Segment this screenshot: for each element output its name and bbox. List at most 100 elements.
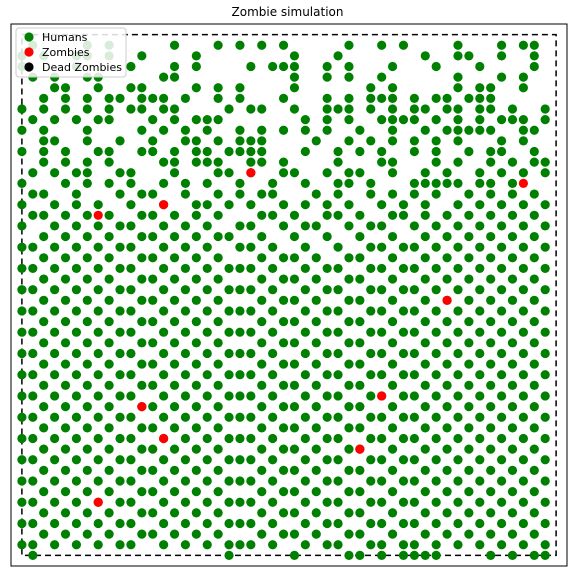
humans-point [344, 274, 354, 284]
humans-point [486, 423, 496, 433]
humans-point [278, 157, 289, 167]
humans-point [137, 125, 147, 135]
humans-point [486, 295, 496, 305]
humans-point [464, 274, 474, 284]
humans-point [235, 348, 245, 359]
humans-point [366, 476, 376, 486]
humans-point [322, 370, 332, 380]
humans-point [431, 285, 441, 295]
humans-point [224, 146, 234, 157]
humans-point [311, 508, 321, 518]
humans-point [507, 487, 518, 497]
humans-point [180, 348, 191, 359]
humans-point [28, 550, 38, 560]
humans-point [387, 359, 398, 369]
humans-point [213, 401, 223, 412]
humans-point [398, 115, 409, 125]
humans-point [60, 295, 71, 305]
humans-point [464, 295, 474, 305]
humans-point [257, 444, 267, 454]
humans-point [453, 51, 463, 61]
humans-point [387, 444, 398, 454]
humans-point [475, 348, 485, 359]
humans-point [333, 146, 343, 157]
humans-point [213, 168, 223, 178]
humans-point [104, 157, 114, 167]
humans-point [409, 136, 419, 146]
humans-point [159, 412, 169, 422]
humans-point [333, 433, 343, 444]
humans-point [246, 61, 256, 72]
humans-point [93, 83, 103, 93]
humans-point [235, 136, 245, 146]
humans-point [71, 168, 82, 178]
humans-point [191, 380, 201, 390]
humans-point [344, 465, 354, 475]
humans-point [322, 93, 332, 103]
humans-point [71, 263, 82, 274]
humans-point [104, 295, 114, 305]
humans-point [333, 263, 343, 274]
humans-point [377, 327, 387, 337]
humans-point [507, 359, 518, 369]
humans-point [159, 157, 169, 167]
humans-point [191, 465, 201, 475]
humans-point [169, 380, 180, 390]
humans-point [398, 455, 409, 465]
humans-point [453, 391, 463, 401]
humans-point [17, 476, 27, 486]
humans-point [529, 380, 539, 390]
humans-point [507, 295, 518, 305]
humans-point [137, 529, 147, 539]
humans-point [126, 61, 136, 72]
humans-point [39, 508, 49, 518]
humans-point [148, 444, 158, 454]
humans-point [377, 306, 387, 316]
humans-point [540, 433, 550, 444]
humans-point [387, 508, 398, 518]
humans-point [409, 348, 419, 359]
humans-point [486, 529, 496, 539]
humans-point [300, 327, 310, 337]
humans-point [431, 412, 441, 422]
zombies-point [137, 401, 147, 412]
humans-point [169, 61, 180, 72]
humans-point [366, 104, 376, 114]
humans-point [387, 61, 398, 72]
humans-point [496, 455, 507, 465]
humans-point [137, 51, 147, 61]
humans-point [82, 274, 92, 284]
humans-point [191, 200, 201, 210]
humans-point [278, 316, 289, 327]
humans-point [104, 104, 114, 114]
humans-point [355, 529, 365, 539]
humans-point [60, 487, 71, 497]
humans-point [486, 178, 496, 189]
humans-point [496, 72, 507, 82]
humans-point [366, 327, 376, 337]
humans-point [246, 455, 256, 465]
humans-point [246, 285, 256, 295]
humans-point [159, 348, 169, 359]
humans-point [268, 61, 278, 72]
humans-point [17, 125, 27, 135]
humans-point [333, 157, 343, 167]
humans-point [148, 146, 158, 157]
humans-point [311, 359, 321, 369]
humans-point [60, 465, 71, 475]
humans-point [518, 412, 528, 422]
humans-point [246, 327, 256, 337]
humans-point [60, 93, 71, 103]
humans-point [137, 274, 147, 284]
humans-point [409, 540, 419, 550]
humans-point [60, 178, 71, 189]
humans-point [71, 242, 82, 252]
humans-point [224, 168, 234, 178]
humans-point [377, 40, 387, 50]
humans-point [529, 487, 539, 497]
humans-point [235, 412, 245, 422]
humans-point [387, 487, 398, 497]
humans-point [300, 125, 310, 135]
humans-point [398, 306, 409, 316]
humans-point [104, 316, 114, 327]
